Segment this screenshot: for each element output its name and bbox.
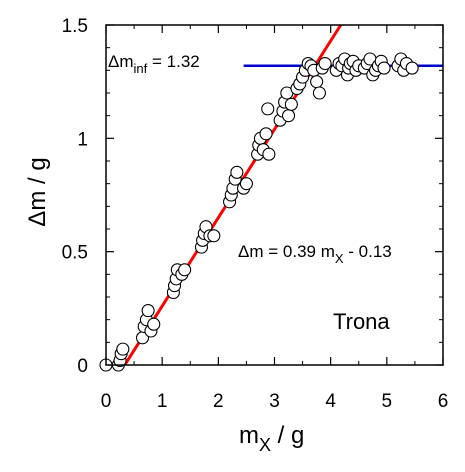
fit-lines: [123, 24, 443, 366]
y-tick-label: 0.5: [62, 243, 88, 264]
data-point: [259, 127, 273, 141]
x-tick-label: 5: [382, 391, 393, 412]
data-point: [377, 61, 391, 75]
data-point: [141, 304, 155, 318]
data-point: [239, 177, 253, 191]
data-point: [207, 229, 221, 243]
data-point: [147, 317, 161, 331]
x-tick-label: 4: [325, 391, 336, 412]
plateau-annotation: Δminf = 1.32: [108, 52, 200, 76]
data-point: [178, 263, 192, 277]
fit-equation-annotation: Δm = 0.39 mX - 0.13: [238, 242, 392, 266]
data-point: [284, 97, 298, 111]
data-point: [116, 342, 130, 356]
x-tick-label: 3: [269, 391, 280, 412]
data-point: [261, 102, 275, 116]
x-tick-label: 0: [101, 391, 112, 412]
data-point: [310, 75, 324, 89]
y-axis-label: Δm / g: [24, 157, 51, 226]
data-points: [99, 52, 419, 372]
data-point: [318, 56, 332, 71]
y-tick-label: 0: [77, 356, 88, 377]
plot-frame: [105, 24, 444, 366]
data-point: [230, 165, 244, 179]
axis-tick-labels: 0 1 2 3 4 5 6 0 0.5 1 1.5: [62, 16, 449, 412]
sample-label: Trona: [333, 309, 390, 334]
x-tick-label: 1: [157, 391, 168, 412]
y-tick-label: 1: [77, 129, 88, 150]
x-tick-label: 2: [213, 391, 224, 412]
data-point: [281, 109, 296, 123]
data-point: [312, 86, 326, 100]
data-point: [405, 61, 419, 75]
data-point: [262, 147, 276, 161]
y-tick-label: 1.5: [62, 16, 88, 37]
x-axis-label: mX / g: [239, 422, 304, 455]
x-tick-label: 6: [438, 391, 449, 412]
